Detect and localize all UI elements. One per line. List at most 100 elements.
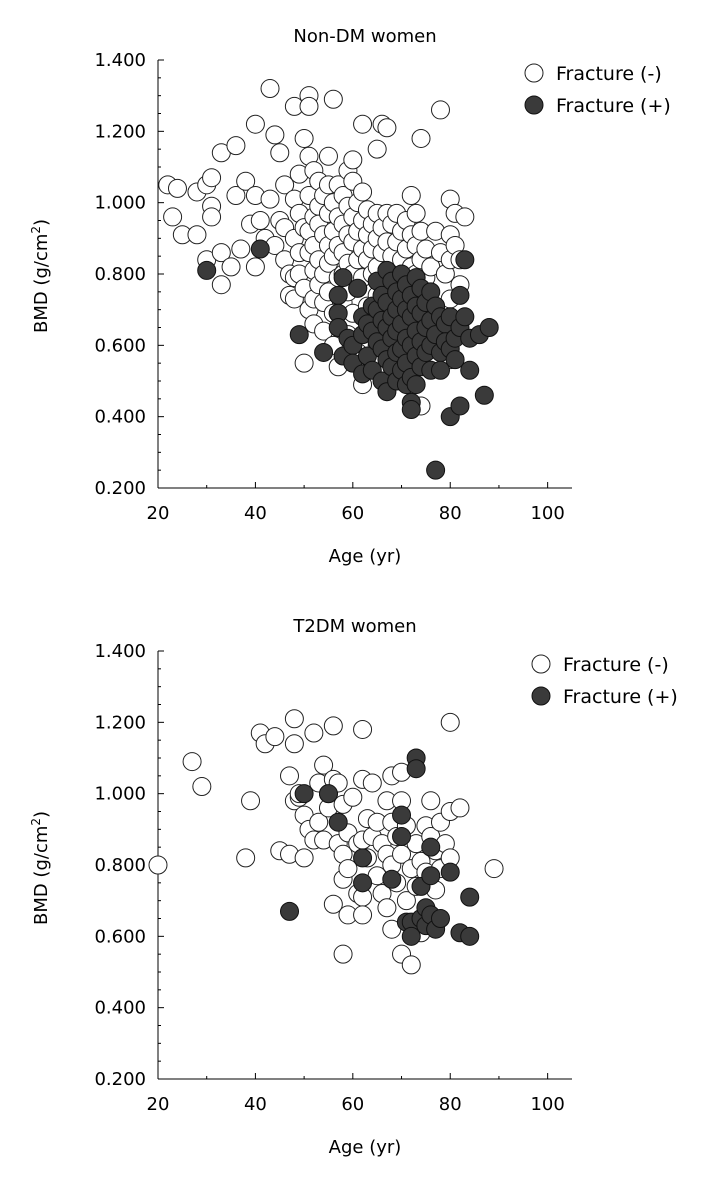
data-points (148, 709, 504, 975)
data-point (294, 128, 314, 148)
legend-label: Fracture (-) (556, 63, 662, 85)
data-point (382, 869, 402, 889)
data-point (406, 375, 426, 395)
data-point (250, 239, 270, 259)
data-point (411, 128, 431, 148)
data-point (309, 812, 329, 832)
data-point (353, 873, 373, 893)
data-point (294, 848, 314, 868)
series-fracture-negative (148, 709, 504, 975)
data-point (343, 150, 363, 170)
data-point (241, 791, 261, 811)
x-axis-label: Age (yr) (329, 1137, 402, 1158)
y-tick-label: 0.200 (94, 1069, 146, 1090)
y-tick-label: 0.800 (94, 855, 146, 876)
data-point (401, 955, 421, 975)
data-point (450, 396, 470, 416)
x-tick-label: 20 (147, 503, 170, 524)
data-point (396, 891, 416, 911)
y-axis-label-main: BMD (g/cm (31, 234, 52, 333)
data-point (450, 285, 470, 305)
y-tick-label: 1.400 (94, 641, 146, 662)
data-point (294, 353, 314, 373)
data-point (270, 143, 290, 163)
data-point (294, 784, 314, 804)
y-tick-label: 0.600 (94, 335, 146, 356)
data-point (226, 136, 246, 156)
legend-marker (524, 95, 544, 115)
y-axis-label-end: ) (31, 219, 52, 226)
y-tick-label: 0.800 (94, 264, 146, 285)
data-point (421, 866, 441, 886)
data-point (192, 777, 212, 797)
data-point (211, 275, 231, 295)
data-point (226, 186, 246, 206)
data-point (474, 385, 494, 405)
chart-t2dm-women: T2DM women Age (yr) BMD (g/cm2) 20 40 60 80… (29, 616, 678, 1158)
data-point (318, 784, 338, 804)
y-tick-label: 1.000 (94, 784, 146, 805)
data-point (231, 239, 251, 259)
x-tick-label: 60 (341, 1094, 364, 1115)
x-tick-label: 100 (530, 1094, 564, 1115)
data-point (323, 716, 343, 736)
y-axis-label: BMD (g/cm2) (29, 811, 52, 925)
y-tick-label: 0.600 (94, 926, 146, 947)
data-point (299, 96, 319, 116)
data-point (460, 360, 480, 380)
legend-marker (524, 63, 544, 83)
data-point (284, 709, 304, 729)
data-point (353, 719, 373, 739)
legend-marker (531, 654, 551, 674)
data-point (182, 752, 202, 772)
data-point (333, 944, 353, 964)
data-point (163, 207, 183, 227)
data-point (284, 734, 304, 754)
chart-non-dm-women: Non-DM women Age (yr) BMD (g/cm2) 20 40 60… (29, 26, 671, 567)
data-point (338, 859, 358, 879)
data-point (275, 175, 295, 195)
y-tick-label: 1.400 (94, 50, 146, 71)
data-point (401, 186, 421, 206)
data-point (392, 805, 412, 825)
y-tick-labels: 0.200 0.400 0.600 0.800 1.000 1.200 1.400 (94, 641, 164, 1090)
legend: Fracture (-) Fracture (+) (531, 654, 678, 708)
data-point (460, 926, 480, 946)
y-tick-label: 1.000 (94, 193, 146, 214)
y-axis-label-main: BMD (g/cm (31, 826, 52, 925)
data-point (197, 260, 217, 280)
y-tick-label: 0.400 (94, 998, 146, 1019)
x-tick-label: 100 (530, 503, 564, 524)
y-axis-label-superscript: 2 (29, 818, 43, 826)
data-point (377, 898, 397, 918)
data-point (187, 225, 207, 245)
y-axis-label-superscript: 2 (29, 226, 43, 234)
data-point (333, 268, 353, 288)
data-point (440, 712, 460, 732)
data-point (265, 125, 285, 145)
data-point (236, 171, 256, 191)
legend-label: Fracture (-) (563, 654, 669, 676)
data-point (450, 798, 470, 818)
y-tick-label: 0.200 (94, 478, 146, 499)
data-point (430, 909, 450, 928)
data-point (455, 250, 475, 270)
data-point (250, 211, 270, 230)
data-point (460, 887, 480, 907)
data-point (421, 791, 441, 811)
data-point (236, 848, 256, 868)
data-point (367, 139, 387, 159)
data-point (406, 203, 426, 223)
data-point (392, 826, 412, 846)
y-tick-labels: 0.200 0.400 0.600 0.800 1.000 1.200 1.400 (94, 50, 164, 499)
data-point (323, 89, 343, 109)
data-point (440, 862, 460, 882)
data-point (479, 318, 499, 337)
data-point (421, 837, 441, 857)
data-point (484, 859, 504, 879)
data-point (455, 307, 475, 327)
data-point (426, 460, 446, 480)
legend-item: Fracture (+) (531, 686, 678, 708)
data-point (314, 755, 334, 775)
x-axis-label: Age (yr) (329, 546, 402, 567)
